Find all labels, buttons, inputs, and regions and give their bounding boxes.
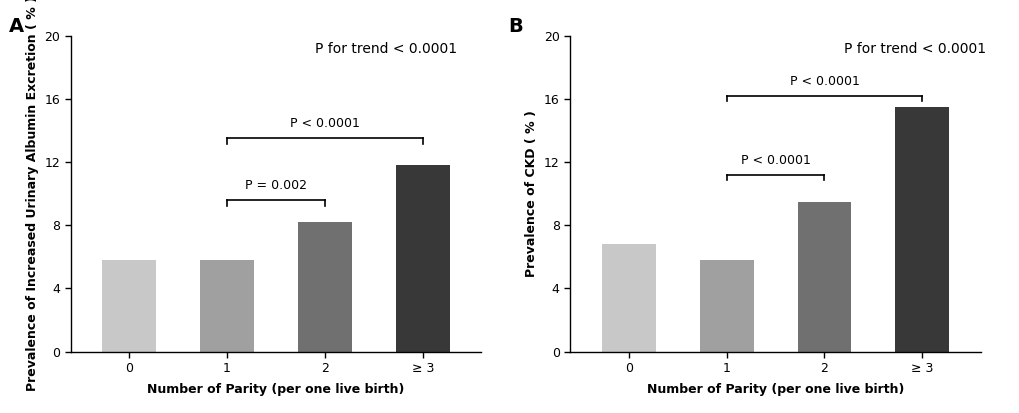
Y-axis label: Prevalence of Increased Urinary Albumin Excretion ( % ): Prevalence of Increased Urinary Albumin … — [25, 0, 39, 391]
Bar — [298, 222, 352, 351]
X-axis label: Number of Parity (per one live birth): Number of Parity (per one live birth) — [147, 383, 405, 396]
Bar — [102, 260, 156, 351]
Text: P < 0.0001: P < 0.0001 — [289, 117, 360, 131]
Bar — [601, 244, 655, 351]
Y-axis label: Prevalence of CKD ( % ): Prevalence of CKD ( % ) — [525, 110, 538, 277]
Text: P for trend < 0.0001: P for trend < 0.0001 — [315, 42, 457, 56]
Text: P < 0.0001: P < 0.0001 — [789, 75, 859, 88]
Text: P < 0.0001: P < 0.0001 — [740, 154, 810, 167]
Bar — [895, 107, 949, 351]
Text: P for trend < 0.0001: P for trend < 0.0001 — [843, 42, 985, 56]
Text: A: A — [9, 17, 24, 36]
Bar — [395, 165, 449, 351]
Text: P = 0.002: P = 0.002 — [245, 179, 307, 192]
X-axis label: Number of Parity (per one live birth): Number of Parity (per one live birth) — [646, 383, 903, 396]
Bar — [797, 202, 851, 351]
Bar — [699, 260, 753, 351]
Text: B: B — [507, 17, 523, 36]
Bar — [200, 260, 254, 351]
